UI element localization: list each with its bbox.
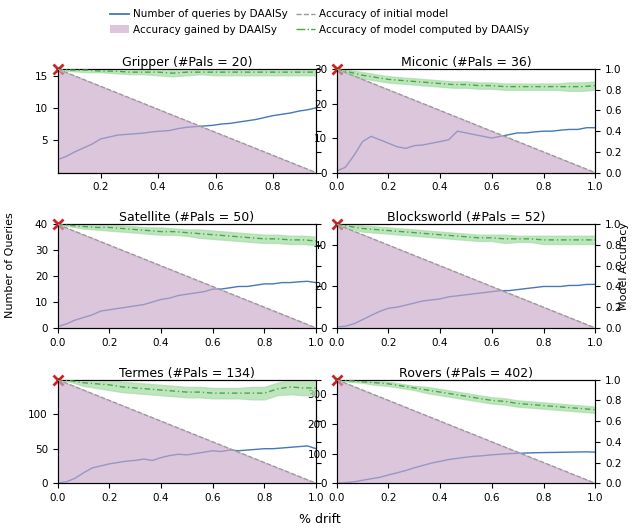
Text: Model Accuracy: Model Accuracy bbox=[619, 221, 629, 310]
Legend: Number of queries by DAAISy, Accuracy gained by DAAISy, Accuracy of initial mode: Number of queries by DAAISy, Accuracy ga… bbox=[106, 5, 534, 39]
Title: Gripper (#Pals = 20): Gripper (#Pals = 20) bbox=[122, 56, 252, 69]
Title: Blocksworld (#Pals = 52): Blocksworld (#Pals = 52) bbox=[387, 211, 545, 224]
Text: % drift: % drift bbox=[299, 513, 341, 526]
Text: Number of Queries: Number of Queries bbox=[4, 212, 15, 319]
Title: Termes (#Pals = 134): Termes (#Pals = 134) bbox=[119, 367, 255, 380]
Title: Satellite (#Pals = 50): Satellite (#Pals = 50) bbox=[119, 211, 254, 224]
Title: Rovers (#Pals = 402): Rovers (#Pals = 402) bbox=[399, 367, 533, 380]
Title: Miconic (#Pals = 36): Miconic (#Pals = 36) bbox=[401, 56, 531, 69]
